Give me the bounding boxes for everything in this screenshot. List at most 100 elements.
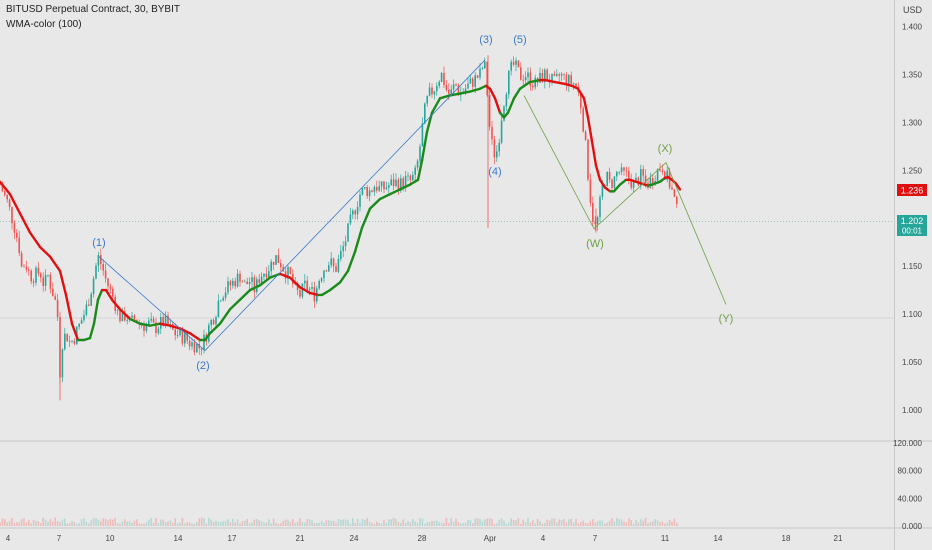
volume-bar — [352, 518, 354, 526]
candle-body — [421, 123, 424, 147]
volume-bar — [628, 518, 630, 526]
candle-body — [349, 214, 352, 224]
volume-bar — [35, 520, 37, 526]
candle-body — [335, 266, 337, 272]
volume-bar — [361, 518, 364, 526]
wma-segment — [28, 231, 42, 249]
candle-body — [40, 273, 42, 278]
volume-bar — [500, 518, 503, 526]
wma-segment — [598, 178, 607, 189]
volume-bar — [455, 518, 457, 526]
volume-bar — [68, 523, 71, 526]
indicator-legend[interactable]: WMA-color (100) — [6, 19, 82, 30]
volume-bar — [215, 520, 217, 526]
volume-bar — [572, 522, 575, 526]
candle-body — [560, 73, 563, 76]
candle-body — [508, 70, 510, 95]
volume-bar — [119, 523, 121, 526]
volume-bar — [294, 522, 296, 526]
volume-bar — [364, 520, 366, 526]
volume-bar — [104, 518, 107, 526]
volume-bar — [42, 517, 44, 526]
volume-bar — [611, 518, 613, 526]
candle-body — [472, 78, 474, 87]
volume-bar — [493, 523, 496, 526]
volume-bar — [157, 522, 160, 526]
volume-bar — [666, 522, 668, 526]
time-tick-label: 14 — [714, 534, 723, 543]
volume-bar — [143, 523, 145, 526]
plot-area[interactable] — [0, 0, 894, 528]
candle-body — [155, 322, 157, 334]
volume-bar — [179, 522, 181, 526]
time-axis[interactable]: 4 7 10 14 17 21 24 28 Apr 4 7 11 14 18 21 — [6, 534, 843, 543]
candle-body — [263, 273, 265, 277]
wma-segment — [590, 140, 598, 167]
wma-segment — [308, 291, 320, 297]
candle-body — [443, 72, 445, 86]
candle-body — [457, 85, 460, 95]
volume-bar — [222, 521, 224, 526]
volume-bar — [227, 519, 229, 526]
wma-segment — [70, 322, 80, 342]
volume-bar — [659, 522, 661, 526]
volume-bar — [664, 523, 666, 526]
candle-body — [236, 273, 239, 287]
candle-body — [56, 299, 59, 318]
volume-bar — [212, 521, 215, 526]
volume-bar — [128, 521, 131, 526]
volume-bar — [316, 522, 318, 526]
candle-body — [522, 79, 524, 81]
volume-bar — [323, 522, 325, 526]
volume-axis[interactable]: 120.000 80.000 40.000 0.000 — [893, 439, 922, 531]
volume-bar — [256, 518, 258, 526]
wma-segment — [148, 322, 162, 327]
volume-bar — [145, 522, 148, 526]
volume-bar — [162, 519, 164, 526]
volume-bar — [608, 520, 611, 526]
wma-segment — [408, 178, 420, 186]
wma-segment — [203, 332, 212, 342]
volume-bar — [167, 521, 169, 526]
wma-segment — [438, 94, 452, 100]
volume-bar — [234, 522, 236, 526]
price-tick-label: 1.300 — [902, 118, 923, 127]
volume-bar — [49, 519, 52, 526]
wma-segment — [576, 87, 586, 100]
volume-tick-label: 80.000 — [898, 467, 923, 476]
volume-bar — [4, 519, 6, 526]
volume-bar — [241, 521, 244, 526]
wma-segment — [512, 87, 522, 100]
volume-bar — [126, 521, 128, 526]
volume-bar — [181, 517, 184, 526]
wma-segment — [553, 80, 567, 86]
candle-body — [102, 263, 104, 271]
volume-bar — [498, 519, 500, 526]
candle-body — [450, 89, 452, 94]
volume-bar — [592, 519, 594, 526]
wma-segment — [420, 130, 429, 162]
volume-bar — [136, 519, 138, 526]
candle-body — [625, 170, 628, 172]
candle-body — [217, 300, 220, 318]
candle-body — [455, 84, 457, 86]
candle-body — [659, 169, 661, 171]
volume-bar — [467, 520, 469, 526]
volume-bar — [510, 518, 512, 526]
candle-body — [270, 261, 272, 272]
volume-bar — [596, 521, 599, 526]
time-tick-label: Apr — [484, 534, 497, 543]
volume-bar — [138, 523, 140, 526]
wma-segment — [248, 284, 262, 292]
candle-body — [181, 329, 184, 344]
wma-value-badge: 1.236 — [897, 184, 927, 196]
volume-bar — [25, 522, 28, 526]
volume-bar — [148, 520, 150, 526]
volume-bar — [20, 519, 23, 526]
candle-body — [4, 191, 6, 195]
volume-bar — [268, 519, 270, 526]
volume-bar — [18, 522, 20, 526]
candle-body — [582, 108, 584, 132]
volume-bar — [133, 520, 136, 526]
